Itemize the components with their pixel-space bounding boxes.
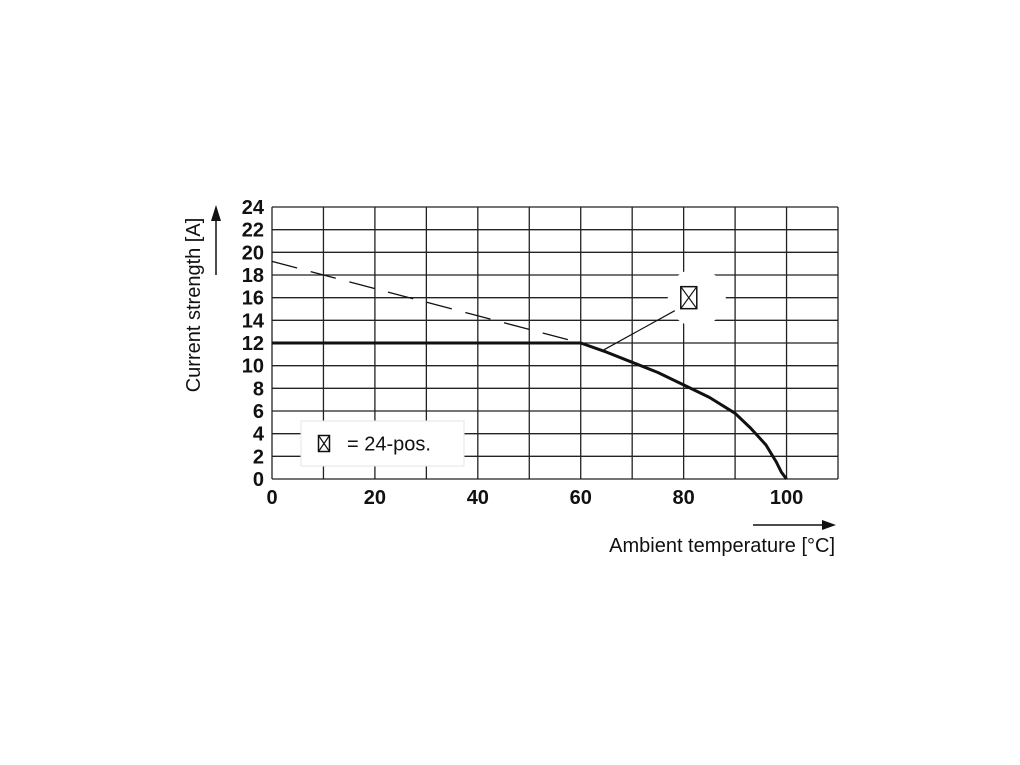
legend-box [300, 420, 465, 467]
y-tick-label: 22 [242, 220, 264, 242]
y-tick-label: 6 [253, 401, 264, 423]
y-tick-label: 0 [253, 469, 264, 491]
axis-titles: Current strength [A] Ambient temperature… [183, 205, 836, 557]
x-axis-label: Ambient temperature [°C] [609, 535, 835, 557]
x-tick-label: 0 [266, 487, 277, 509]
y-tick-label: 18 [242, 265, 264, 287]
x-tick-label: 20 [364, 487, 386, 509]
x-axis-arrowhead [822, 520, 836, 530]
grid [271, 206, 839, 480]
legend-symbol-icon [317, 434, 331, 453]
x-tick-label: 40 [467, 487, 489, 509]
y-tick-label: 2 [253, 446, 264, 468]
y-tick-label: 14 [242, 310, 265, 332]
series-lines [271, 260, 788, 480]
legend: = 24-pos. [300, 420, 465, 467]
annotation-leader [603, 310, 676, 351]
legend-text: = 24-pos. [347, 434, 431, 456]
y-axis-label: Current strength [A] [183, 218, 205, 393]
y-tick-label: 8 [253, 378, 264, 400]
y-tick-label: 24 [242, 197, 265, 219]
series-line-solid [272, 341, 788, 480]
y-tick-label: 20 [242, 242, 264, 264]
y-tick-label: 12 [242, 333, 264, 355]
y-tick-label: 4 [253, 424, 265, 446]
annotation [603, 268, 726, 351]
series-line-dashed [271, 260, 581, 344]
y-tick-label: 16 [242, 288, 264, 310]
annotation-symbol-icon [680, 285, 698, 310]
x-tick-label: 60 [570, 487, 592, 509]
x-tick-label: 80 [673, 487, 695, 509]
x-tick-label: 100 [770, 487, 803, 509]
y-axis-arrowhead [211, 205, 221, 221]
y-tick-label: 10 [242, 356, 264, 378]
